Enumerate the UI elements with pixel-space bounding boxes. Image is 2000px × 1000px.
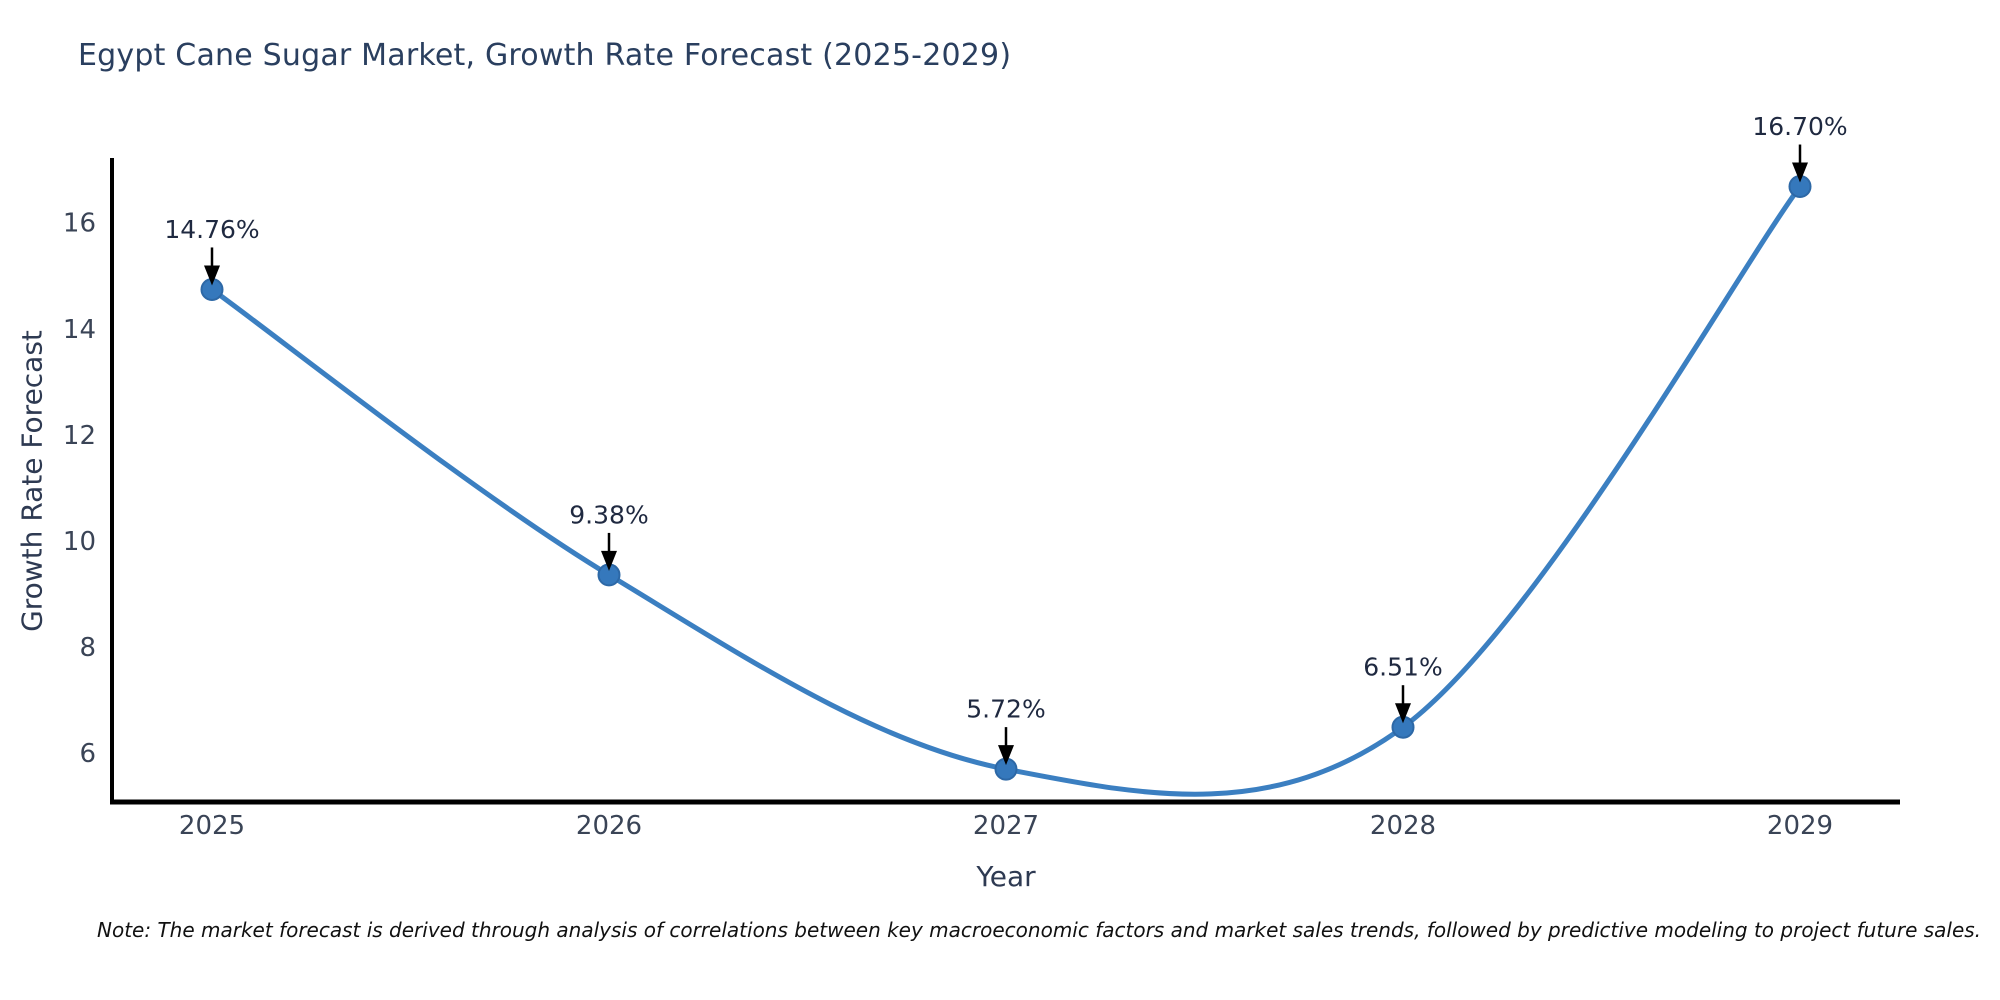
data-point-label: 14.76% [164, 215, 259, 244]
y-tick-label: 16 [63, 209, 96, 239]
data-point-label: 6.51% [1363, 653, 1442, 682]
y-tick-label: 8 [79, 633, 96, 663]
annotation-arrow-head [1395, 703, 1411, 724]
annotation-arrow-head [1792, 162, 1808, 183]
y-tick-label: 14 [63, 315, 96, 345]
y-axis-title: Growth Rate Forecast [15, 330, 49, 632]
data-point-label: 5.72% [966, 695, 1045, 724]
x-tick-label: 2025 [179, 811, 245, 841]
x-tick-label: 2026 [576, 811, 642, 841]
x-tick-label: 2029 [1767, 811, 1833, 841]
footnote: Note: The market forecast is derived thr… [97, 918, 1982, 942]
annotation-arrow-head [204, 265, 220, 286]
x-axis-title: Year [976, 860, 1036, 893]
chart-title: Egypt Cane Sugar Market, Growth Rate For… [78, 38, 1012, 73]
annotation-arrow-head [601, 550, 617, 571]
y-tick-label: 12 [63, 421, 96, 451]
annotation-arrow-head [998, 745, 1014, 766]
y-tick-label: 10 [63, 527, 96, 557]
x-tick-label: 2028 [1370, 811, 1436, 841]
x-tick-label: 2027 [973, 811, 1039, 841]
y-tick-label: 6 [79, 739, 96, 769]
data-point-label: 16.70% [1752, 112, 1847, 141]
data-point-label: 9.38% [569, 500, 648, 529]
